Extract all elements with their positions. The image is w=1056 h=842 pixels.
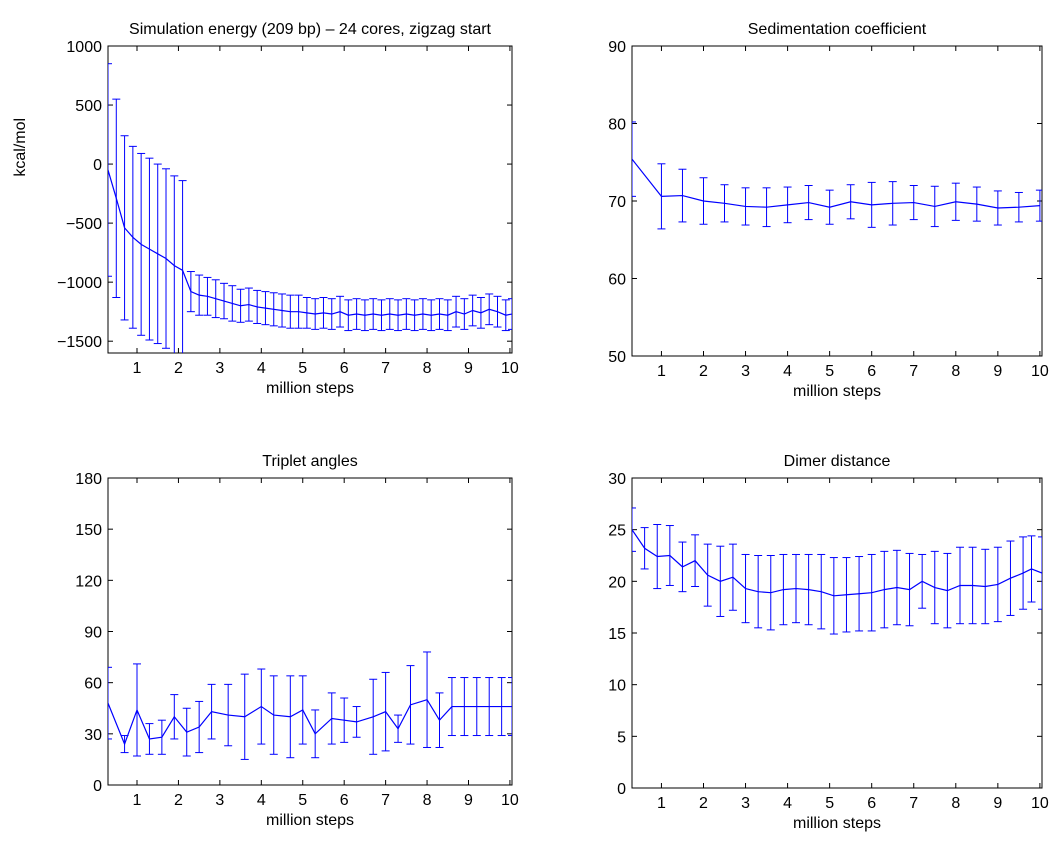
y-tick-label: 1000 [66,39,102,56]
y-tick-label: 90 [84,625,102,642]
x-axis-label: million steps [793,815,881,832]
error-bar [108,666,112,740]
y-tick-label: 5 [617,729,626,746]
y-tick-label: 60 [84,676,102,693]
y-tick-label: −500 [66,216,102,233]
error-bar [508,298,512,330]
chart-title: Sedimentation coefficient [748,21,927,38]
y-tick-label: 500 [75,98,102,115]
x-tick-label: 2 [699,795,708,812]
x-tick-label: 6 [340,360,349,377]
x-tick-label: 7 [381,360,390,377]
y-tick-label: 20 [608,574,626,591]
chart-title: Simulation energy (209 bp) – 24 cores, z… [129,21,492,38]
chart-panel-3: 1 2 3 4 5 6 7 8 9 10 0 30 60 90 120 150 180 Triplet angle… [75,453,519,829]
series-group [632,121,1042,230]
y-tick-label: 60 [608,272,626,289]
x-axis-label: million steps [793,383,881,400]
x-tick-label: 4 [783,363,792,380]
x-tick-label: 4 [257,792,266,809]
x-tick-label: 3 [741,795,750,812]
series-group [108,651,512,760]
x-tick-label: 4 [783,795,792,812]
y-tick-label: 180 [75,471,102,488]
y-tick-label: 70 [608,194,626,211]
error-bar [1038,536,1042,610]
error-bar [108,63,112,277]
x-tick-label: 10 [1031,363,1049,380]
x-tick-label: 4 [257,360,266,377]
x-tick-label: 3 [215,792,224,809]
x-tick-label: 6 [340,792,349,809]
series-line [108,169,512,316]
x-tick-label: 9 [464,360,473,377]
x-tick-label: 8 [423,360,432,377]
series-group [108,63,512,353]
axes-frame [631,45,1043,357]
x-tick-label: 2 [174,360,183,377]
x-tick-label: 6 [867,795,876,812]
chart-panel-1: 1 2 3 4 5 6 7 8 9 10 −1500 −1000 −500 0 500 1000 Simulat… [12,21,519,397]
x-tick-label: 5 [825,363,834,380]
axes-frame [631,477,1043,789]
y-tick-label: 15 [608,626,626,643]
x-tick-label: 1 [657,795,666,812]
x-tick-label: 10 [1031,795,1049,812]
x-tick-label: 3 [741,363,750,380]
axes-frame [107,45,513,354]
chart-title: Triplet angles [262,453,357,470]
x-tick-label: 3 [215,360,224,377]
y-tick-label: −1000 [57,275,102,292]
series-group [632,507,1042,635]
x-tick-label: 9 [993,795,1002,812]
error-bar [632,507,636,552]
x-axis-label: million steps [266,812,354,829]
y-tick-label: 30 [608,471,626,488]
x-tick-label: 7 [909,363,918,380]
series-line [108,699,512,746]
x-tick-label: 8 [951,363,960,380]
x-tick-label: 8 [951,795,960,812]
x-tick-label: 7 [381,792,390,809]
x-tick-label: 10 [501,360,519,377]
x-tick-label: 1 [657,363,666,380]
chart-title: Dimer distance [784,453,891,470]
x-tick-label: 5 [298,792,307,809]
x-tick-label: 6 [867,363,876,380]
y-tick-label: 0 [93,157,102,174]
axes-frame [107,477,513,786]
x-tick-label: 9 [464,792,473,809]
y-tick-label: 30 [84,727,102,744]
chart-panel-4: 1 2 3 4 5 6 7 8 9 10 0 5 10 15 20 25 30 Dimer distance mil… [608,453,1049,832]
y-tick-label: 120 [75,573,102,590]
error-bar [508,677,512,737]
y-axis-label: kcal/mol [12,118,29,177]
chart-panel-2: 1 2 3 4 5 6 7 8 9 10 50 60 70 80 90 Sedimentation coeff… [608,21,1049,400]
x-axis-label: million steps [266,380,354,397]
y-tick-label: 150 [75,522,102,539]
x-tick-label: 5 [825,795,834,812]
y-tick-label: 10 [608,678,626,695]
y-tick-label: 90 [608,39,626,56]
x-tick-label: 1 [133,360,142,377]
x-tick-label: 8 [423,792,432,809]
y-tick-label: 25 [608,523,626,540]
y-tick-label: 0 [93,778,102,795]
error-bar [632,121,636,197]
x-tick-label: 9 [993,363,1002,380]
x-tick-label: 2 [699,363,708,380]
series-line [632,529,1042,597]
x-tick-label: 2 [174,792,183,809]
x-tick-label: 7 [909,795,918,812]
x-tick-label: 5 [298,360,307,377]
x-tick-label: 10 [501,792,519,809]
x-tick-label: 1 [133,792,142,809]
y-tick-label: −1500 [57,334,102,351]
y-tick-label: 0 [617,781,626,798]
y-tick-label: 80 [608,117,626,134]
y-tick-label: 50 [608,349,626,366]
series-line [632,158,1040,209]
